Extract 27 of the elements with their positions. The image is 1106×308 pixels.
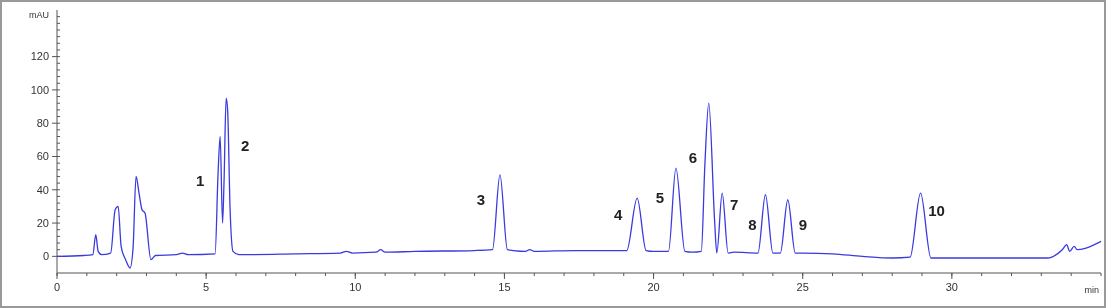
annotation: 9 bbox=[798, 216, 807, 234]
x-tick-label: 0 bbox=[53, 281, 61, 293]
annotation: 3 bbox=[476, 191, 486, 209]
x-tick-label: 25 bbox=[796, 281, 809, 293]
y-tick-label: 60 bbox=[36, 150, 49, 163]
annotation: 8 bbox=[748, 216, 757, 234]
annotation: 7 bbox=[730, 196, 739, 214]
x-tick-label: 20 bbox=[647, 281, 660, 293]
y-tick-label: 0 bbox=[42, 250, 49, 263]
x-tick-label: 30 bbox=[945, 281, 958, 293]
line-series bbox=[56, 97, 1102, 269]
annotation: 2 bbox=[240, 137, 250, 155]
x-tick-label: 10 bbox=[349, 281, 362, 293]
annotation: 10 bbox=[928, 202, 945, 220]
annotation: 4 bbox=[613, 206, 623, 224]
annotation: 5 bbox=[655, 189, 665, 207]
y-tick-label: 80 bbox=[36, 117, 49, 130]
y-tick-label: 100 bbox=[30, 83, 49, 96]
y-tick-label: 40 bbox=[36, 183, 49, 196]
annotation: 1 bbox=[195, 171, 205, 189]
annotation: 6 bbox=[688, 149, 698, 167]
x-tick-label: 5 bbox=[203, 281, 210, 293]
y-axis-title: mAU bbox=[29, 10, 49, 20]
x-tick-label: 15 bbox=[498, 281, 511, 293]
y-tick-label: 120 bbox=[30, 50, 49, 63]
x-axis-title: min bbox=[1084, 285, 1099, 295]
y-tick-label: 20 bbox=[36, 216, 49, 229]
